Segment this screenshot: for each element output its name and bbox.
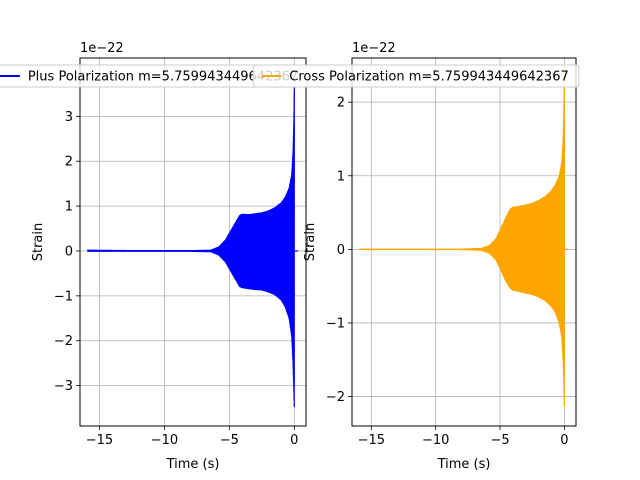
y-offset-label: 1e−22 xyxy=(80,41,124,56)
x-tick-label: −5 xyxy=(490,433,509,448)
y-tick-label: 2 xyxy=(65,155,73,170)
y-tick-label: −2 xyxy=(54,334,73,349)
y-tick-label: −1 xyxy=(54,289,73,304)
y-tick-label: 1 xyxy=(337,169,345,184)
legend: Cross Polarization m=5.759943449642367 xyxy=(252,64,580,88)
y-axis-label: Strain xyxy=(31,223,46,262)
x-tick-label: 0 xyxy=(560,433,568,448)
y-axis-ticks: −2 −1 0 1 2 xyxy=(326,96,352,405)
y-tick-label: 2 xyxy=(337,96,345,111)
series-layer xyxy=(87,75,299,407)
y-tick-label: 1 xyxy=(65,200,73,215)
series-line xyxy=(87,75,295,407)
x-tick-label: −15 xyxy=(358,433,385,448)
y-tick-label: −1 xyxy=(326,316,345,331)
x-tick-label: −5 xyxy=(220,433,239,448)
x-axis-label: Time (s) xyxy=(166,457,220,472)
y-tick-label: 0 xyxy=(337,243,345,258)
x-tick-label: −15 xyxy=(86,433,113,448)
y-tick-label: −3 xyxy=(54,379,73,394)
x-tick-label: 0 xyxy=(290,433,298,448)
axes-frame xyxy=(351,57,577,427)
axes-frame xyxy=(79,57,307,427)
legend-label: Cross Polarization m=5.759943449642367 xyxy=(289,70,568,85)
y-tick-label: −2 xyxy=(326,390,345,405)
y-tick-label: 0 xyxy=(65,244,73,259)
y-axis-label: Strain xyxy=(303,223,318,262)
x-axis-ticks: −15 −10 −5 0 xyxy=(358,426,569,448)
series-line xyxy=(359,65,566,407)
y-offset-label: 1e−22 xyxy=(352,41,396,56)
y-axis-ticks: −3 −2 −1 0 1 2 3 xyxy=(54,110,80,394)
x-axis-ticks: −15 −10 −5 0 xyxy=(86,426,298,448)
y-tick-label: 3 xyxy=(65,110,73,125)
series-layer xyxy=(359,65,569,407)
legend-label: Plus Polarization m=5.759943449642367 xyxy=(28,70,298,85)
x-tick-label: −10 xyxy=(422,433,449,448)
x-axis-label: Time (s) xyxy=(437,457,491,472)
legend-box xyxy=(252,64,580,88)
x-tick-label: −10 xyxy=(151,433,178,448)
